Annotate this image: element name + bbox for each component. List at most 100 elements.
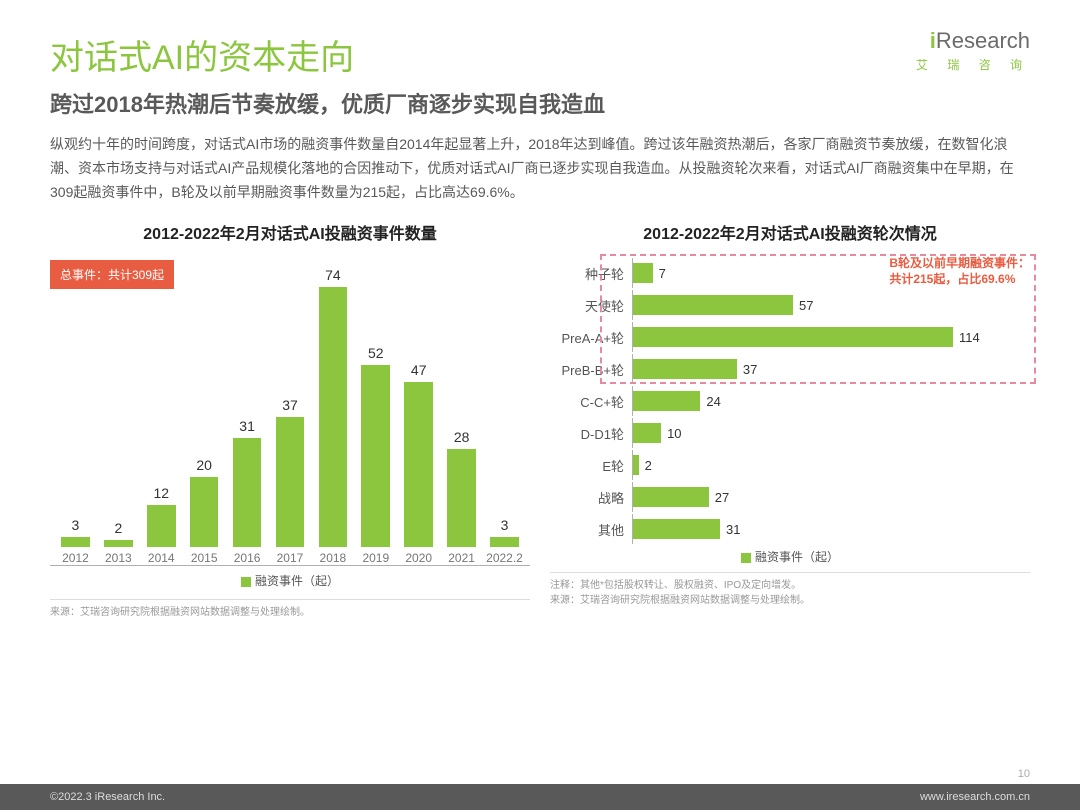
vbar-category: 2015: [191, 551, 218, 565]
vbar-value: 31: [239, 418, 255, 434]
vbar-item: 37 2017: [270, 397, 311, 565]
vbar-rect: [147, 505, 176, 547]
hbar-label: 种子轮: [550, 264, 632, 283]
hbar-row: PreB-B+轮 37: [550, 354, 1030, 384]
hbar-row: 其他 31: [550, 514, 1030, 544]
hbar-rect: [633, 391, 700, 411]
hbar-value: 37: [743, 362, 757, 377]
hbar-value: 114: [959, 330, 980, 345]
vbar-item: 12 2014: [141, 485, 182, 565]
vbar-value: 28: [454, 429, 470, 445]
vbar-value: 47: [411, 362, 427, 378]
vbar-item: 74 2018: [312, 267, 353, 565]
vbar-value: 74: [325, 267, 341, 283]
hbar-label: D-D1轮: [550, 424, 632, 443]
vbar-category: 2017: [277, 551, 304, 565]
hbar-rect: [633, 263, 653, 283]
page-number: 10: [1018, 768, 1030, 780]
vbar-rect: [319, 287, 348, 547]
right-chart-panel: 2012-2022年2月对话式AI投融资轮次情况 B轮及以前早期融资事件： 共计…: [550, 220, 1030, 618]
hbar-rect: [633, 423, 661, 443]
vbar-value: 3: [72, 517, 80, 533]
vbar-category: 2019: [362, 551, 389, 565]
hbar-label: PreA-A+轮: [550, 328, 632, 347]
hbar-value: 2: [645, 458, 652, 473]
hbar-value: 31: [726, 522, 740, 537]
vbar-item: 28 2021: [441, 429, 482, 565]
vbar-item: 52 2019: [355, 345, 396, 566]
right-chart-badge: B轮及以前早期融资事件： 共计215起，占比69.6%: [889, 256, 1030, 287]
body-paragraph: 纵观约十年的时间跨度，对话式AI市场的融资事件数量自2014年起显著上升，201…: [50, 133, 1030, 204]
vbar-rect: [361, 365, 390, 548]
logo-subtitle: 艾 瑞 咨 询: [916, 56, 1030, 73]
vbar-item: 2 2013: [98, 520, 139, 565]
vbar-value: 52: [368, 345, 384, 361]
hbar-label: 天使轮: [550, 296, 632, 315]
vbar-value: 2: [114, 520, 122, 536]
hbar-row: E轮 2: [550, 450, 1030, 480]
hbar-rect: [633, 327, 953, 347]
logo-main: Research: [936, 28, 1030, 53]
hbar-row: D-D1轮10: [550, 418, 1030, 448]
footer-left: ©2022.3 iResearch Inc.: [50, 791, 165, 803]
vertical-bar-chart: 总事件：共计309起 32012220131220142020153120163…: [50, 256, 530, 566]
hbar-row: PreA-A+轮 114: [550, 322, 1030, 352]
hbar-track: 10: [632, 418, 1030, 448]
legend-swatch-icon: [241, 577, 251, 587]
vbar-category: 2018: [320, 551, 347, 565]
hbar-rect: [633, 487, 709, 507]
logo: iResearch 艾 瑞 咨 询: [916, 28, 1030, 73]
vbar-item: 20 2015: [184, 457, 225, 565]
hbar-label: 战略: [550, 488, 632, 507]
hbar-track: 57: [632, 290, 1030, 320]
vbar-item: 47 2020: [398, 362, 439, 565]
vbar-rect: [190, 477, 219, 547]
legend-swatch-icon: [741, 553, 751, 563]
vbar-category: 2016: [234, 551, 261, 565]
left-chart-legend: 融资事件（起）: [50, 572, 530, 589]
vbar-category: 2013: [105, 551, 132, 565]
vbar-category: 2012: [62, 551, 89, 565]
vbar-category: 2021: [448, 551, 475, 565]
footer-right: www.iresearch.com.cn: [920, 791, 1030, 803]
hbar-rect: [633, 359, 737, 379]
vbar-value: 37: [282, 397, 298, 413]
vbar-rect: [233, 438, 262, 547]
hbar-track: 2: [632, 450, 1030, 480]
hbar-rect: [633, 519, 720, 539]
page-subtitle: 跨过2018年热潮后节奏放缓，优质厂商逐步实现自我造血: [50, 87, 1030, 119]
hbar-value: 27: [715, 490, 729, 505]
vbar-category: 2020: [405, 551, 432, 565]
hbar-track: 24: [632, 386, 1030, 416]
left-chart-panel: 2012-2022年2月对话式AI投融资事件数量 总事件：共计309起 3201…: [50, 220, 530, 618]
vbar-value: 12: [153, 485, 169, 501]
vbar-item: 31 2016: [227, 418, 268, 565]
right-note: 注释：其他*包括股权转让、股权融资、IPO及定向增发。: [550, 572, 1030, 591]
hbar-value: 57: [799, 298, 813, 313]
vbar-category: 2022.2: [486, 551, 523, 565]
vbar-value: 20: [196, 457, 212, 473]
hbar-track: 37: [632, 354, 1030, 384]
page-title: 对话式AI的资本走向: [50, 30, 1030, 79]
hbar-row: C-C+轮 24: [550, 386, 1030, 416]
hbar-label: PreB-B+轮: [550, 360, 632, 379]
vbar-rect: [404, 382, 433, 547]
vbar-item: 3 2022.2: [484, 517, 525, 566]
left-chart-badge: 总事件：共计309起: [50, 260, 174, 289]
hbar-label: C-C+轮: [550, 392, 632, 411]
hbar-rect: [633, 455, 639, 475]
right-source-note: 来源：艾瑞咨询研究院根据融资网站数据调整与处理绘制。: [550, 591, 1030, 606]
hbar-label: 其他: [550, 520, 632, 539]
hbar-track: 31: [632, 514, 1030, 544]
hbar-track: 27: [632, 482, 1030, 512]
right-chart-legend: 融资事件（起）: [550, 548, 1030, 565]
vbar-rect: [276, 417, 305, 547]
hbar-label: E轮: [550, 456, 632, 475]
vbar-rect: [490, 537, 519, 548]
vbar-rect: [61, 537, 90, 548]
vbar-value: 3: [501, 517, 509, 533]
vbar-category: 2014: [148, 551, 175, 565]
hbar-row: 天使轮 57: [550, 290, 1030, 320]
vbar-rect: [447, 449, 476, 547]
hbar-value: 24: [706, 394, 720, 409]
